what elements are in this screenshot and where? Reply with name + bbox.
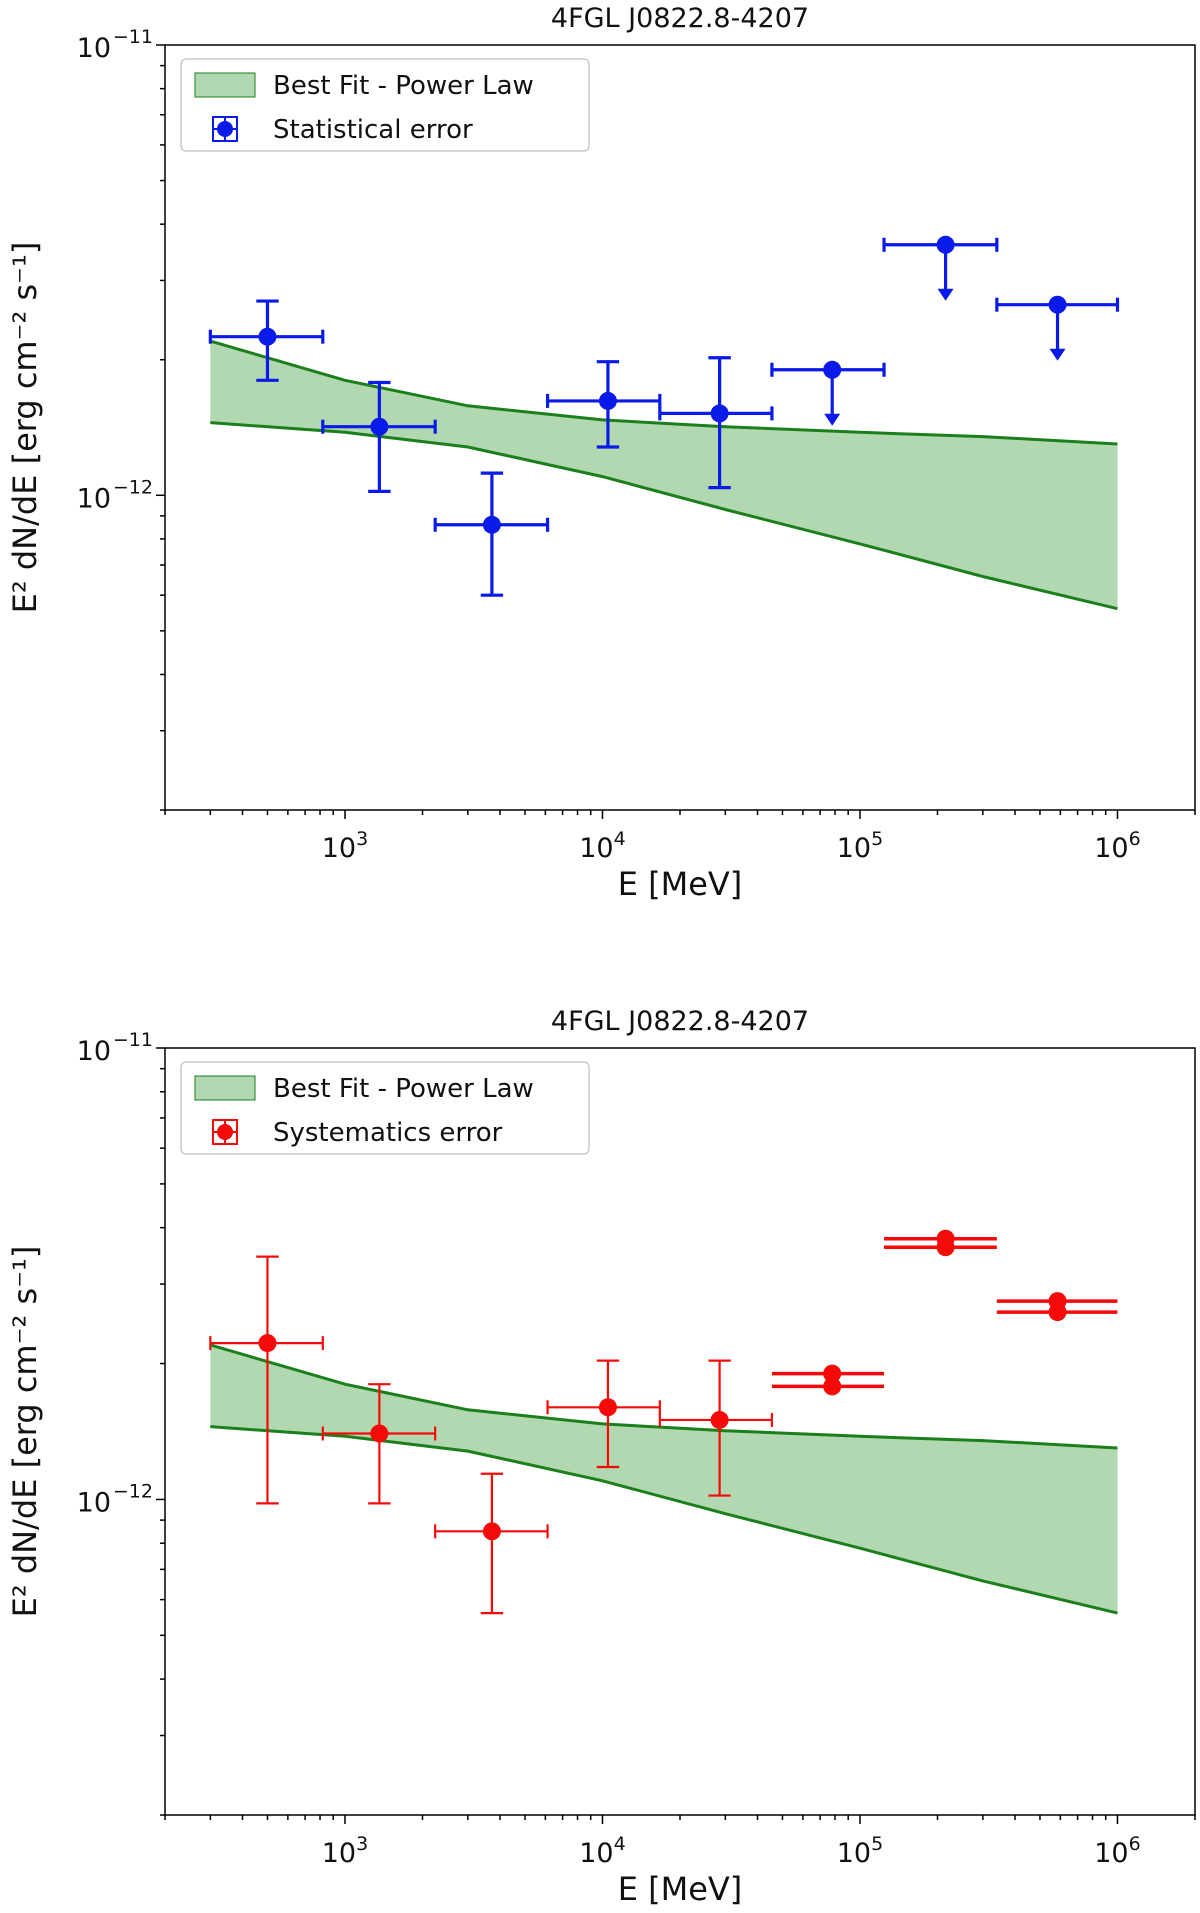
y-tick-exponent: −12	[113, 1480, 153, 1502]
x-tick-label: 106	[1094, 1833, 1140, 1869]
data-point	[321, 380, 437, 494]
data-point	[996, 1292, 1118, 1322]
data-point	[770, 360, 886, 426]
data-point	[658, 356, 774, 490]
data-point	[321, 1383, 437, 1505]
data-point	[882, 235, 999, 301]
x-tick-label: 105	[837, 1833, 883, 1869]
x-tick-label: 104	[579, 1833, 625, 1869]
data-point	[658, 1359, 774, 1497]
data-point	[546, 1359, 661, 1469]
data-point	[209, 1255, 324, 1505]
legend-series-label: Statistical error	[273, 115, 473, 145]
x-axis-label: E [MeV]	[618, 1870, 743, 1908]
fit-band-upper-line	[209, 339, 1118, 446]
legend-series-label: Systematics error	[273, 1118, 503, 1148]
data-marker	[370, 1424, 389, 1443]
data-point	[995, 295, 1120, 361]
data-marker	[823, 1364, 842, 1383]
upper-limit-arrow-head	[824, 413, 841, 426]
chart-title: 4FGL J0822.8-4207	[551, 3, 809, 34]
legend: Best Fit - Power Law Statistical error	[180, 58, 590, 152]
x-tick-label: 106	[1094, 828, 1140, 864]
y-tick-exponent: −12	[113, 476, 153, 498]
y-axis-label: E² dN/dE [erg cm⁻² s⁻¹]	[6, 1246, 44, 1618]
fit-band-lower-line	[210, 1425, 1118, 1615]
data-marker	[598, 1398, 617, 1417]
x-tick-label: 103	[322, 828, 368, 864]
fit-band-area	[210, 1344, 1118, 1614]
x-tick-label: 103	[322, 1833, 368, 1869]
y-tick-exponent: −11	[113, 26, 153, 48]
data-marker	[936, 1238, 955, 1257]
chart-title: 4FGL J0822.8-4207	[551, 1006, 809, 1037]
data-marker	[370, 417, 389, 436]
y-tick-label: 10	[77, 1487, 111, 1518]
data-marker	[482, 1522, 501, 1541]
data-marker	[1048, 295, 1067, 314]
legend-marker-dot	[217, 1124, 233, 1140]
data-marker	[598, 391, 617, 410]
data-point	[545, 360, 662, 449]
y-tick-label: 10	[77, 1036, 111, 1067]
data-point	[208, 299, 325, 382]
legend-box	[180, 58, 590, 152]
x-tick-label: 105	[837, 828, 883, 864]
fit-band-lower-line	[210, 421, 1118, 611]
data-point	[433, 471, 550, 597]
data-marker	[258, 1334, 277, 1353]
data-marker	[1048, 1303, 1067, 1322]
data-marker	[823, 360, 842, 379]
x-axis-label: E [MeV]	[618, 865, 743, 903]
upper-limit-arrow-head	[937, 288, 954, 301]
legend-band-swatch	[194, 72, 256, 98]
legend-band-label: Best Fit - Power Law	[273, 1074, 534, 1104]
legend-marker-dot	[217, 121, 233, 137]
y-axis-label: E² dN/dE [erg cm⁻² s⁻¹]	[6, 242, 44, 614]
y-tick-label: 10	[77, 483, 111, 514]
fit-band-upper-line	[209, 1343, 1118, 1450]
legend: Best Fit - Power Law Systematics error	[180, 1061, 590, 1155]
x-tick-label: 104	[579, 828, 625, 864]
data-marker	[710, 404, 729, 423]
legend-band-label: Best Fit - Power Law	[273, 71, 534, 101]
data-point	[434, 1472, 549, 1615]
data-marker	[258, 327, 277, 346]
data-marker	[823, 1377, 842, 1396]
data-marker	[710, 1410, 729, 1429]
data-point	[884, 1229, 997, 1257]
y-tick-label: 10	[77, 33, 111, 64]
fit-band-area	[210, 341, 1118, 609]
legend-band-swatch	[194, 1075, 256, 1101]
upper-limit-arrow-head	[1049, 348, 1066, 361]
legend-box	[180, 1061, 590, 1155]
data-point	[771, 1364, 885, 1396]
data-marker	[482, 515, 501, 534]
data-marker	[936, 235, 955, 254]
y-tick-exponent: −11	[113, 1029, 153, 1051]
